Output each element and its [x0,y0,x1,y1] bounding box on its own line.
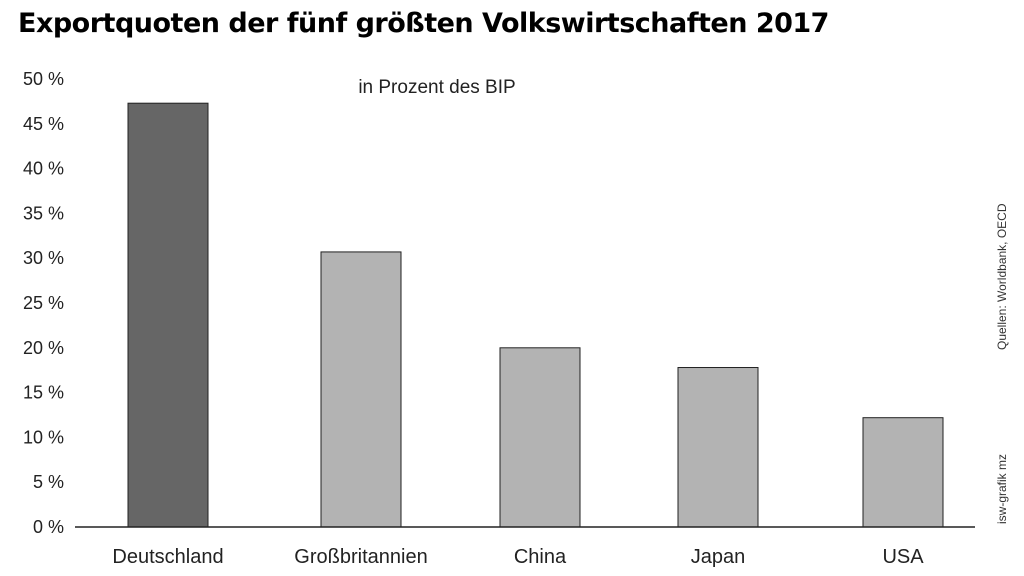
category-label: USA [882,546,924,568]
y-tick-label: 45 % [23,114,64,134]
y-tick-label: 25 % [23,293,64,313]
bar-china [499,347,581,528]
y-tick-label: 10 % [23,427,64,447]
y-tick-label: 40 % [23,159,64,179]
bar-usa [862,417,944,528]
category-label: Großbritannien [294,546,427,568]
y-tick-label: 35 % [23,203,64,223]
y-axis-ticks: 0 % 5 % 10 % 15 % 20 % 25 % 30 % 35 % 40 % 45 % 50… [23,69,64,537]
y-tick-label: 15 % [23,383,64,403]
source-note: Quellen: Worldbank, OECD [995,203,1009,350]
y-tick-label: 50 % [23,69,64,89]
y-tick-label: 0 % [33,517,64,537]
bar-deutschland [127,102,209,528]
y-tick-label: 30 % [23,248,64,268]
category-label: Deutschland [112,546,223,568]
category-labels: Deutschland Großbritannien China Japan USA [112,546,924,568]
bar-großbritannien [320,251,402,528]
category-label: Japan [691,546,746,568]
chart-subtitle: in Prozent des BIP [358,77,515,98]
y-tick-label: 5 % [33,472,64,492]
category-label: China [514,546,567,568]
bar-japan [677,367,759,528]
bars [127,102,944,528]
credit-note: isw-grafik mz [995,454,1009,524]
chart-title: Exportquoten der fünf größten Volkswirts… [18,8,829,39]
y-tick-label: 20 % [23,338,64,358]
